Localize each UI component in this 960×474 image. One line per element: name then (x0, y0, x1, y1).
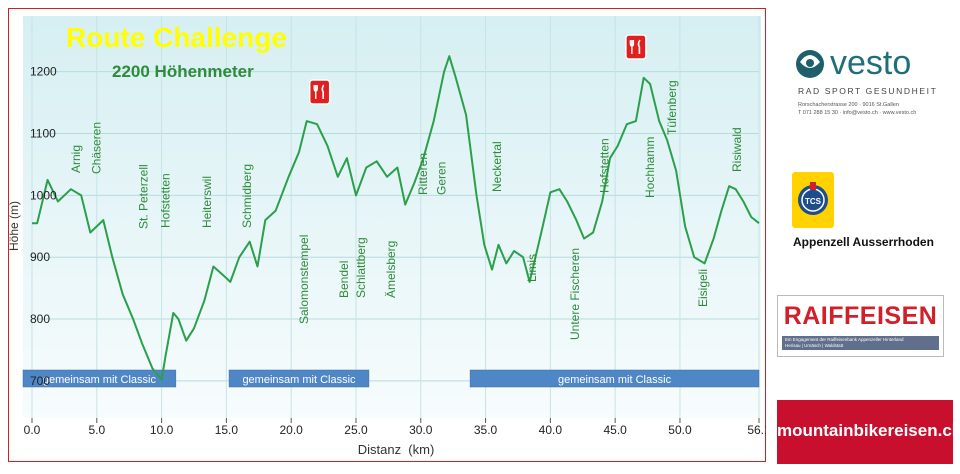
place-labels: Arnig Chäseren St. Peterzell Hofstetten Heit… (69, 80, 744, 340)
place-label: Schlattberg (354, 237, 368, 298)
place-label: Neckertal (490, 141, 504, 192)
x-tick-label: 25.0 (344, 423, 368, 437)
shared-route-bars: gemeinsam mit Classic gemeinsam mit Class… (22, 369, 760, 388)
place-label: Limis (525, 254, 539, 282)
x-tick-label: 15.0 (215, 423, 239, 437)
raiffeisen-logo: RAIFFEISEN Ein Engagement der Raiffeisen… (777, 295, 944, 357)
x-tick-label: 35.0 (474, 423, 498, 437)
y-tick-label: 700 (30, 374, 50, 388)
place-label: Chäseren (90, 122, 104, 174)
raiffeisen-line1: Ein Engagement der Raiffeisenbank Appenz… (785, 337, 904, 342)
place-label: Geren (434, 162, 448, 195)
x-tick-label: 0.0 (24, 423, 41, 437)
place-label: Risiwald (730, 127, 744, 172)
vesto-emblem-icon: vesto RAD SPORT GESUNDHEIT Rorschacherst… (796, 44, 937, 116)
place-label: Hochhamm (643, 137, 657, 198)
place-label: Untere Fischeren (568, 248, 582, 340)
elevation-line-layer (32, 55, 760, 381)
shared-route-bar (469, 369, 760, 388)
vesto-contact: T 071 288 15 30 · info@vesto.ch · www.ve… (798, 110, 916, 116)
x-tick-label: 20.0 (280, 423, 304, 437)
vesto-logo: vesto RAD SPORT GESUNDHEIT Rorschacherst… (790, 40, 945, 130)
place-label: Salomonstempel (297, 235, 311, 324)
y-tick-label: 1000 (30, 188, 57, 202)
raiffeisen-band: Ein Engagement der Raiffeisenbank Appenz… (782, 336, 939, 350)
chart-subtitle: 2200 Höhenmeter (112, 62, 254, 81)
appenzell-name: Appenzell Ausserrhoden (793, 235, 934, 249)
shared-route-label: gemeinsam mit Classic (558, 374, 672, 386)
x-tick-label: 45.0 (603, 423, 627, 437)
place-label: Ämelsberg (384, 241, 398, 298)
y-tick-label: 800 (30, 312, 50, 326)
shared-route-label: gemeinsam mit Classic (242, 374, 356, 386)
place-label: Bendel (337, 261, 351, 298)
appenzell-logo: TCS Appenzell Ausserrhoden (780, 170, 955, 250)
vesto-wordmark: vesto (830, 44, 911, 82)
x-tick-labels: 0.0 5.0 10.0 15.0 20.0 25.0 30.0 35.0 40.0 45.0 50… (24, 418, 766, 437)
y-tick-labels: 700 800 900 1000 1100 1200 (30, 65, 57, 388)
mountainbikereisen-logo: mountainbikereisen.ch (777, 400, 960, 464)
x-tick-label: 40.0 (539, 423, 563, 437)
place-label: Hofstetten (158, 173, 172, 228)
x-tick-label: 30.0 (409, 423, 433, 437)
y-axis-label: Höhe (m) (8, 201, 21, 251)
x-tick-label: 5.0 (88, 423, 105, 437)
place-label: Arnig (69, 145, 83, 173)
restaurant-icon (308, 79, 331, 105)
place-label: Ritteren (416, 153, 430, 195)
shared-route-label: gemeinsam mit Classic (43, 374, 157, 386)
restaurant-icons (308, 34, 647, 105)
shared-route-bar (22, 369, 177, 388)
x-tick-label: 10.0 (150, 423, 174, 437)
elevation-line (32, 55, 760, 381)
place-label: Tüfenberg (665, 80, 679, 135)
y-tick-label: 1200 (30, 65, 57, 79)
vesto-address: Rorschacherstrasse 200 · 9016 St.Gallen (798, 102, 899, 108)
chart-title: Route Challenge (66, 22, 287, 53)
place-label: St. Peterzell (136, 164, 150, 229)
elevation-chart: gemeinsam mit Classic gemeinsam mit Class… (8, 8, 766, 462)
y-tick-label: 1100 (30, 127, 56, 141)
mountainbikereisen-name: mountainbikereisen.ch (777, 421, 960, 440)
place-label: Schmidberg (240, 164, 254, 228)
tcs-badge-icon: TCS Appenzell Ausserrhoden (792, 172, 934, 249)
place-label: Eisigeli (696, 269, 710, 307)
x-tick-label: 56.1 (747, 423, 766, 437)
raiffeisen-name: RAIFFEISEN (783, 302, 938, 330)
place-label: Hofstetten (598, 138, 612, 193)
vesto-tagline: RAD SPORT GESUNDHEIT (798, 86, 937, 96)
place-label: Heiterswil (200, 176, 214, 228)
tcs-badge-text: TCS (805, 197, 822, 206)
y-tick-label: 900 (30, 250, 50, 264)
x-axis-label: Distanz (km) (358, 442, 435, 457)
restaurant-icon (625, 34, 647, 60)
raiffeisen-line2: Herisau | Urnäsch | Waldstatt (785, 343, 844, 348)
shared-route-bar (228, 369, 370, 388)
x-tick-label: 50.0 (668, 423, 692, 437)
grid-lines (31, 16, 760, 418)
